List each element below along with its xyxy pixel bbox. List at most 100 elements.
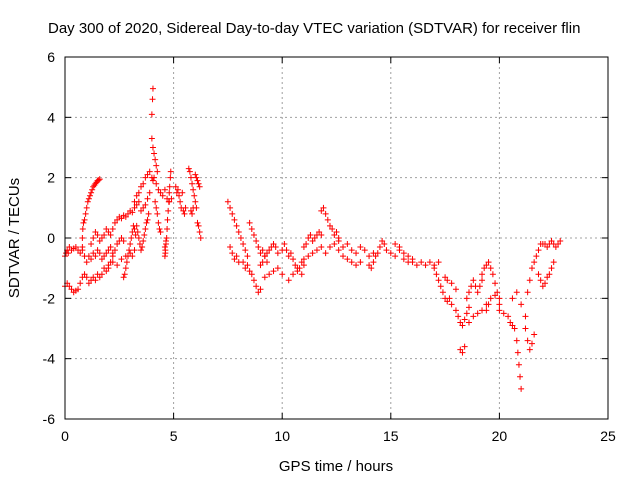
data-point [92,253,99,260]
data-point [143,219,150,226]
data-point [513,337,520,344]
data-point [474,289,481,296]
data-point [387,250,394,257]
data-point [287,250,294,257]
data-point [548,238,555,245]
data-point [107,231,114,238]
data-point [505,313,512,320]
data-point [227,204,234,211]
data-point [518,385,525,392]
data-point [474,310,481,317]
data-point [544,274,551,281]
data-point [511,325,518,332]
data-point [255,289,262,296]
data-point [105,265,112,272]
data-point [459,349,466,356]
y-axis-title: SDTVAR / TECUs [6,178,23,298]
data-point [517,373,524,380]
data-point [524,337,531,344]
data-point [161,253,168,260]
data-point [465,289,472,296]
data-point [154,210,161,217]
data-point [361,247,368,254]
data-point [237,235,244,241]
data-point [145,210,152,217]
data-point [485,301,492,308]
data-point [138,207,145,214]
data-point [90,235,97,241]
data-point [189,210,196,217]
data-point [155,219,162,226]
data-point [135,189,142,196]
data-point [300,262,307,269]
y-tick-labels: -6 -4 -2 0 2 4 6 [43,49,56,427]
data-point [298,271,305,278]
data-point [392,253,399,260]
data-point [129,253,136,260]
data-point [126,247,133,254]
data-point [68,286,75,293]
data-point [335,238,342,245]
data-point [340,244,347,251]
data-point [465,304,472,311]
data-point [103,225,110,232]
data-point [163,235,170,241]
data-point [285,277,292,284]
data-point [326,244,333,251]
data-point [114,262,121,269]
data-point [285,253,292,260]
y-tick-label: 4 [47,109,55,125]
data-point [114,216,121,223]
y-tick-label: 6 [47,49,55,65]
data-point [66,283,73,290]
data-point [105,247,112,254]
data-point [133,192,140,199]
data-point [181,210,188,217]
data-point [122,213,129,220]
data-point [227,244,234,251]
data-point [250,231,257,238]
data-point [162,238,169,245]
data-point [483,262,490,269]
data-point [185,165,192,172]
data-point [309,250,316,257]
data-point [444,277,451,284]
data-point [353,250,360,257]
data-point [348,247,355,254]
data-point [257,262,264,269]
data-point [535,247,542,254]
data-point [109,253,116,260]
data-point [90,250,97,257]
data-point [248,271,255,278]
data-point [144,195,151,202]
plot-frame [64,56,609,420]
data-point [335,247,342,254]
data-point [164,225,171,232]
data-point [155,186,162,193]
data-point [164,216,171,223]
data-point [66,244,73,251]
data-point [513,289,520,296]
data-point [153,162,160,169]
data-point [496,295,503,302]
data-point [88,241,95,248]
data-point [231,256,238,263]
data-point [131,247,138,254]
data-point [146,168,153,175]
x-tick-label: 5 [170,428,178,444]
data-points [62,85,564,392]
data-point [118,256,125,263]
data-point [103,250,110,257]
data-point [131,198,138,205]
data-point [552,244,559,251]
x-tick-label: 20 [492,428,508,444]
data-point [162,247,169,254]
x-tick-label: 0 [61,428,69,444]
data-point [186,168,193,175]
data-point [492,292,499,299]
data-point [292,262,299,269]
data-point [192,198,199,205]
data-point [65,250,72,257]
data-point [142,174,149,181]
data-point [259,259,266,266]
